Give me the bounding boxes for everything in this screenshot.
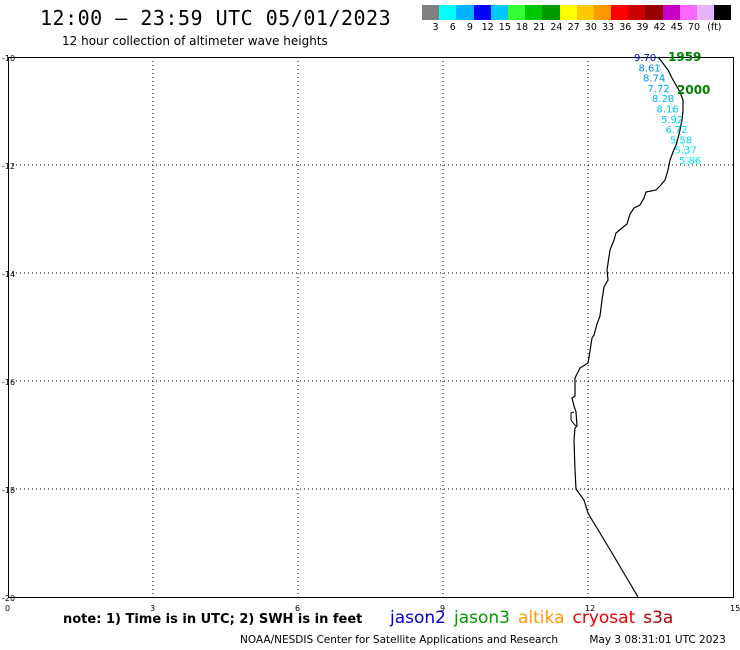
wave-height-value: 8.61 — [639, 63, 661, 74]
satellite-altika: altika — [518, 608, 565, 628]
color-swatch — [473, 5, 491, 20]
color-swatch — [645, 5, 663, 20]
map-frame — [8, 57, 734, 598]
longitude-label: 9 — [440, 604, 445, 613]
color-scale-label: 18 — [516, 22, 529, 33]
color-swatch — [490, 5, 508, 20]
wave-height-value: 9.70 — [634, 53, 656, 64]
color-scale-label: 36 — [619, 22, 632, 33]
color-scale-label: 30 — [584, 22, 597, 33]
color-scale-label: 6 — [449, 22, 456, 33]
wave-height-value: 5.86 — [679, 156, 701, 167]
pass-time-2000: 2000 — [677, 83, 710, 97]
map-subtitle: 12 hour collection of altimeter wave hei… — [62, 34, 328, 48]
color-scale-labels: 3 6 9 12 15 18 21 24 27 30 33 36 39 42 45 70 (ft) — [422, 22, 732, 34]
wave-height-value: 5.37 — [675, 146, 697, 157]
color-swatch — [628, 5, 646, 20]
color-swatch — [542, 5, 560, 20]
color-swatch — [439, 5, 457, 20]
satellite-s3a: s3a — [643, 608, 674, 628]
color-scale-label: 9 — [466, 22, 473, 33]
longitude-label: 6 — [295, 604, 300, 613]
color-swatch — [679, 5, 697, 20]
color-scale-label: 21 — [533, 22, 546, 33]
wave-height-value: 8.28 — [652, 94, 674, 105]
wave-height-color-scale — [422, 5, 732, 20]
color-swatch — [611, 5, 629, 20]
color-swatch — [559, 5, 577, 20]
color-scale-label: 45 — [670, 22, 683, 33]
satellite-legend: jason2 jason3 altika cryosat s3a — [390, 608, 681, 628]
satellite-track — [656, 56, 691, 169]
color-swatch — [507, 5, 526, 20]
longitude-label: 15 — [730, 604, 740, 613]
color-swatch — [593, 5, 612, 20]
color-scale-label: 70 — [688, 22, 701, 33]
longitude-label: 3 — [150, 604, 155, 613]
credit-text: NOAA/NESDIS Center for Satellite Applica… — [240, 634, 558, 646]
latitude-label: -20 — [2, 594, 15, 603]
color-swatch — [714, 5, 732, 20]
wave-height-value: 8.16 — [657, 105, 679, 116]
pass-time-1959: 1959 — [668, 50, 701, 64]
latitude-label: -18 — [2, 486, 15, 495]
map-title: 12:00 – 23:59 UTC 05/01/2023 — [40, 6, 392, 30]
longitude-label: 12 — [585, 604, 595, 613]
color-scale-label: 27 — [567, 22, 580, 33]
satellite-cryosat: cryosat — [572, 608, 636, 628]
satellite-jason2: jason2 — [390, 608, 446, 628]
coastline-inlet — [570, 411, 577, 427]
coastline — [571, 56, 684, 598]
color-scale-label: 42 — [653, 22, 666, 33]
generated-timestamp: May 3 08:31:01 UTC 2023 — [589, 634, 726, 646]
color-scale-label: 12 — [481, 22, 494, 33]
satellite-jason3: jason3 — [454, 608, 510, 628]
color-swatch — [422, 5, 440, 20]
wave-height-value: 5.58 — [670, 135, 692, 146]
latitude-label: -14 — [2, 270, 15, 279]
color-swatch — [697, 5, 715, 20]
color-scale-label: (ft) — [707, 22, 722, 33]
graticule: -10 -12 -14 -16 -18 -200 3 6 9 12 15 — [2, 54, 740, 613]
color-swatch — [662, 5, 680, 20]
color-scale-label: 24 — [550, 22, 563, 33]
color-scale-label: 15 — [498, 22, 511, 33]
latitude-label: -12 — [2, 162, 15, 171]
wave-height-labels: 9.708.618.747.728.288.165.926.725.585.37… — [634, 53, 701, 167]
color-scale-label: 3 — [432, 22, 439, 33]
wave-height-value: 8.74 — [643, 74, 665, 85]
wave-height-value: 7.72 — [648, 84, 670, 95]
color-swatch — [456, 5, 474, 20]
footer-note: note: 1) Time is in UTC; 2) SWH is in fe… — [63, 612, 363, 627]
latitude-label: -10 — [2, 54, 15, 63]
wave-height-value: 5.92 — [661, 115, 683, 126]
credit-line: NOAA/NESDIS Center for Satellite Applica… — [240, 634, 726, 646]
latitude-label: -16 — [2, 378, 15, 387]
wave-height-value: 6.72 — [666, 125, 688, 136]
color-swatch — [576, 5, 594, 20]
color-scale-label: 39 — [636, 22, 649, 33]
color-swatch — [525, 5, 543, 20]
longitude-label: 0 — [5, 604, 10, 613]
color-scale-label: 33 — [602, 22, 615, 33]
